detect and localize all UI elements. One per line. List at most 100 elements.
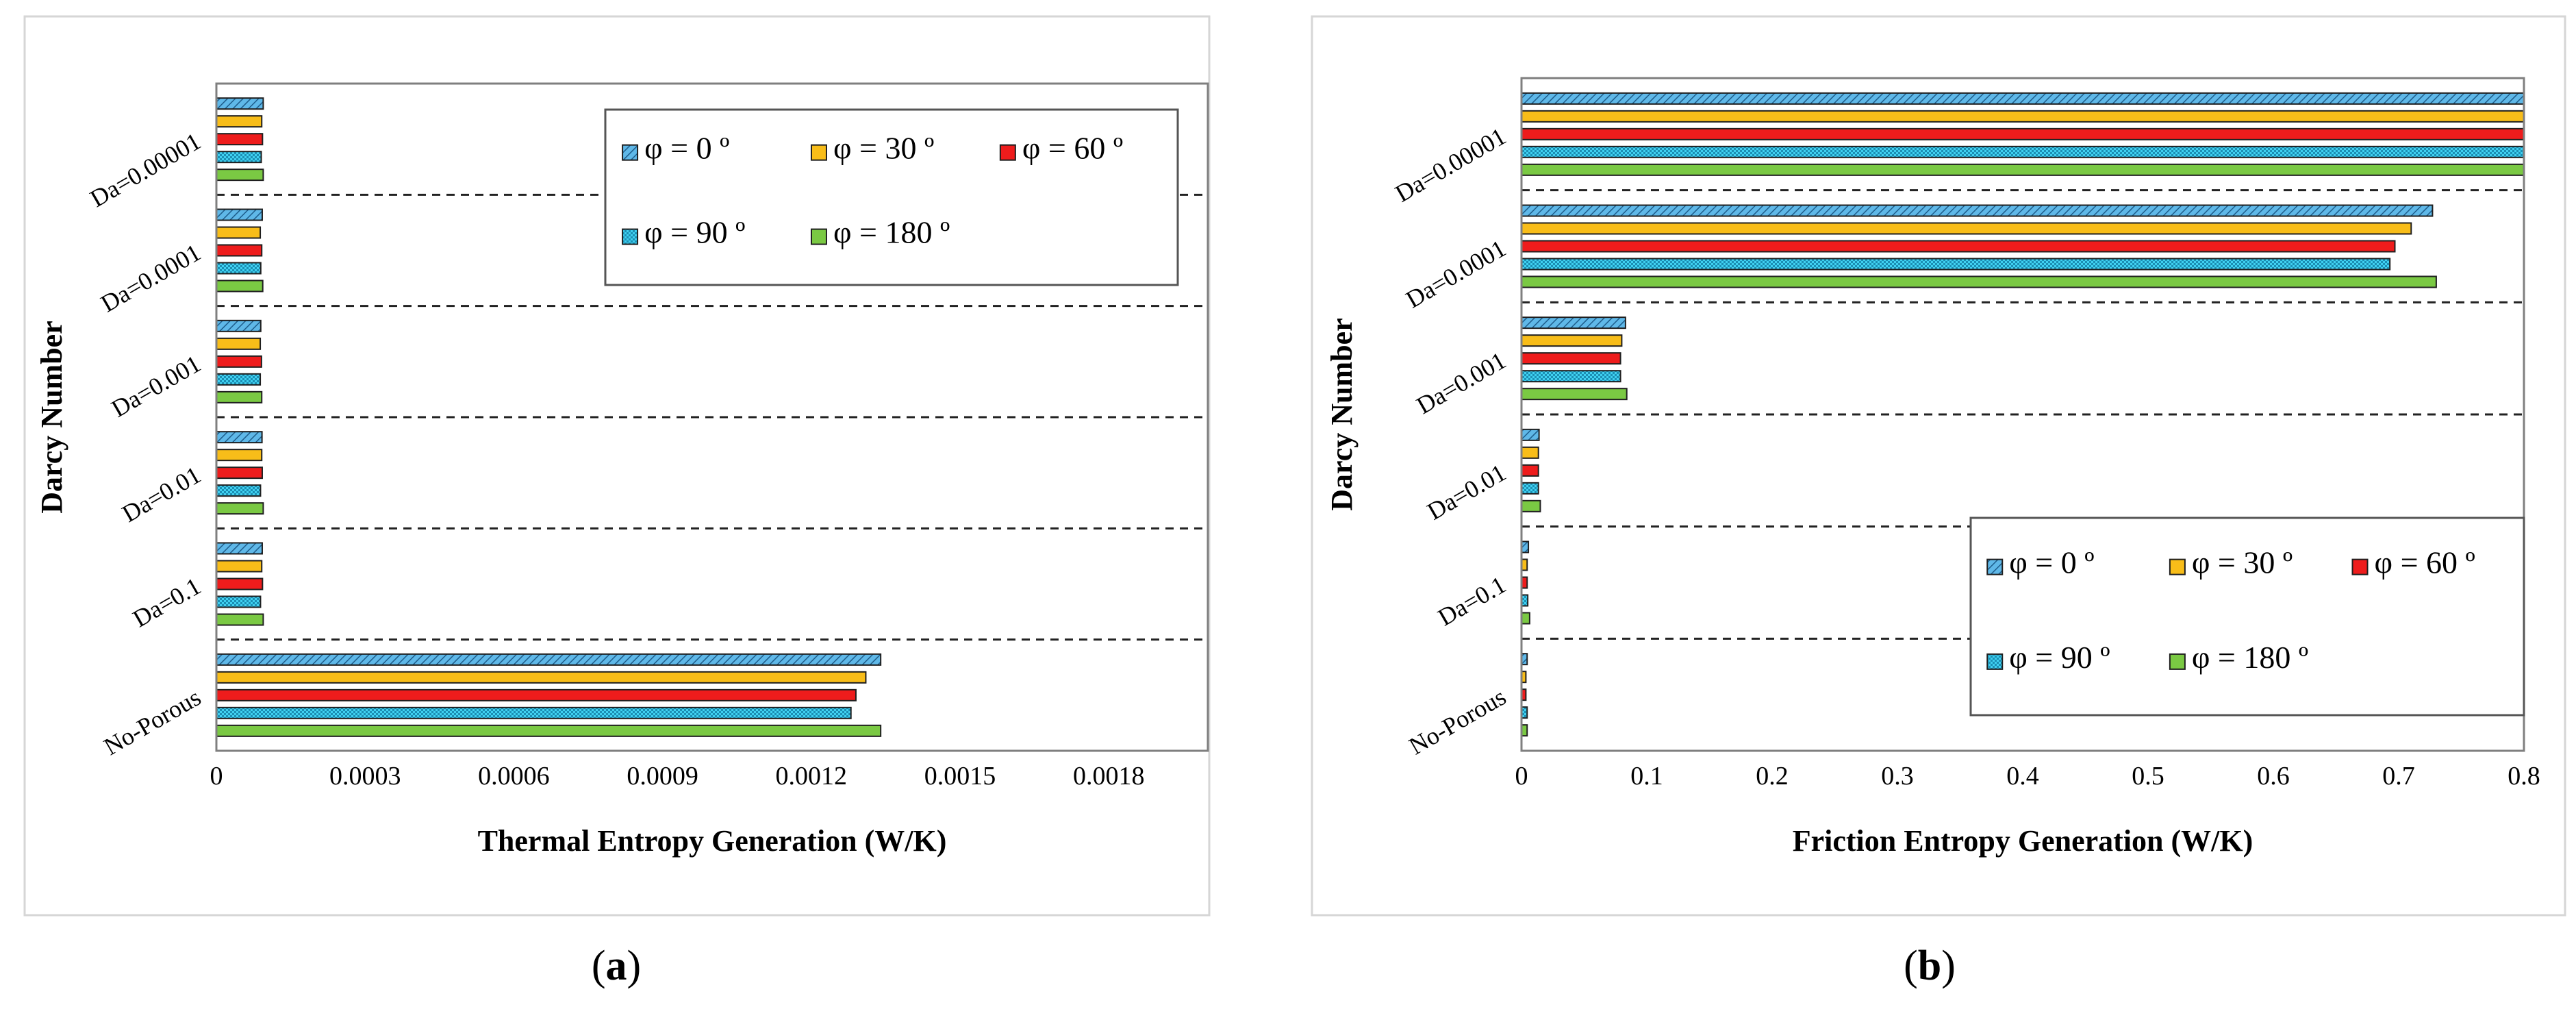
x-tick-label: 0.0009 [627, 762, 698, 791]
x-tick-label: 0.0015 [924, 762, 996, 791]
x-tick-label: 0.7 [2382, 762, 2415, 791]
bar-Da=0.01-series-3 [216, 484, 262, 497]
legend-swatch [1986, 653, 2004, 670]
x-tick-label: 0.5 [2132, 762, 2164, 791]
x-tick-label: 0.6 [2257, 762, 2290, 791]
panel-a: Da=0.00001Da=0.0001Da=0.001Da=0.01Da=0.1… [23, 15, 1211, 989]
x-tick-label: 0.0003 [329, 762, 401, 791]
bar-Da=0.00001-series-2 [216, 133, 264, 146]
legend-swatch [622, 228, 639, 245]
legend-box [1969, 517, 2525, 717]
bar-Da=0.01-series-0 [216, 431, 263, 444]
legend-label: φ = 60 º [2375, 545, 2475, 580]
x-tick-label: 0.4 [2006, 762, 2039, 791]
x-tick-label: 0.0018 [1073, 762, 1145, 791]
legend-swatch [999, 144, 1016, 161]
bar-Da=0.001-series-4 [216, 390, 263, 403]
x-tick-label: 0.2 [1756, 762, 1789, 791]
legend-label: φ = 180 º [833, 215, 950, 250]
panel-label: (a) [592, 943, 641, 989]
bar-Da=0.1-series-0 [216, 542, 263, 555]
bar-Da=0.001-series-1 [216, 337, 262, 350]
bar-Da=0.001-series-0 [216, 319, 262, 332]
legend: φ = 0 º φ = 30 º φ = 60 º φ = 90 º φ = 180 º [1969, 517, 2525, 717]
plot-area [1520, 77, 2525, 752]
bar-Da=0.00001-series-2 [1521, 127, 2525, 140]
legend: φ = 0 º φ = 30 º φ = 60 º φ = 90 º φ = 180 º [604, 108, 1179, 286]
legend-box [604, 108, 1179, 286]
legend-label: φ = 30 º [833, 131, 934, 166]
bar-Da=0.00001-series-0 [216, 97, 264, 110]
bar-Da=0.001-series-2 [216, 355, 262, 368]
bar-Da=0.001-series-2 [1521, 352, 1621, 365]
legend-label: φ = 180 º [2192, 640, 2308, 675]
plot-area [215, 82, 1209, 752]
bar-Da=0.01-series-1 [1521, 446, 1539, 459]
bar-Da=0.1-series-0 [1521, 540, 1530, 553]
legend-swatch [810, 228, 827, 245]
bar-No-Porous-series-3 [216, 706, 852, 719]
bar-Da=0.01-series-2 [216, 467, 263, 480]
bar-Da=0.00001-series-1 [216, 115, 263, 128]
legend-label: φ = 90 º [644, 215, 745, 250]
bar-Da=0.01-series-3 [1521, 482, 1539, 495]
bar-Da=0.0001-series-3 [216, 262, 262, 275]
bar-Da=0.1-series-4 [1521, 612, 1530, 625]
bar-Da=0.00001-series-3 [1521, 145, 2525, 158]
bar-Da=0.0001-series-2 [1521, 240, 2396, 253]
x-tick-label: 0.3 [1881, 762, 1914, 791]
x-tick-label: 0.8 [2508, 762, 2540, 791]
bar-No-Porous-series-1 [216, 671, 867, 684]
legend-label: φ = 90 º [2009, 640, 2110, 675]
bar-Da=0.0001-series-3 [1521, 258, 2391, 271]
bar-No-Porous-series-2 [216, 688, 857, 701]
bar-Da=0.00001-series-4 [216, 169, 264, 182]
legend-label: φ = 0 º [2009, 545, 2094, 580]
x-tick-label: 0.1 [1630, 762, 1663, 791]
x-tick-label: 0 [210, 762, 223, 791]
bar-Da=0.0001-series-4 [1521, 275, 2437, 288]
bar-Da=0.001-series-3 [1521, 370, 1621, 383]
legend-swatch [2169, 558, 2186, 575]
bar-Da=0.0001-series-0 [216, 208, 263, 221]
bar-Da=0.1-series-3 [216, 595, 262, 608]
bar-Da=0.00001-series-0 [1521, 92, 2525, 105]
bar-Da=0.0001-series-4 [216, 279, 264, 293]
legend-swatch [622, 144, 639, 161]
legend-label: φ = 60 º [1022, 131, 1123, 166]
bar-Da=0.0001-series-2 [216, 244, 263, 257]
bar-Da=0.1-series-4 [216, 613, 264, 626]
x-axis-title: Thermal Entropy Generation (W/K) [478, 824, 947, 858]
y-axis-title: Darcy Number [35, 321, 68, 513]
bar-Da=0.00001-series-4 [1521, 163, 2525, 176]
legend-swatch [810, 144, 827, 161]
x-tick-label: 0.0006 [478, 762, 550, 791]
legend-label: φ = 0 º [644, 131, 729, 166]
bar-Da=0.0001-series-1 [1521, 222, 2412, 235]
bar-Da=0.01-series-0 [1521, 428, 1540, 441]
legend-swatch [1986, 558, 2004, 575]
panel-label: (b) [1904, 943, 1956, 989]
y-axis-title: Darcy Number [1325, 318, 1359, 510]
bar-Da=0.01-series-4 [1521, 499, 1541, 512]
bar-Da=0.001-series-1 [1521, 334, 1623, 347]
bar-Da=0.01-series-2 [1521, 464, 1539, 477]
bar-Da=0.0001-series-0 [1521, 204, 2434, 217]
bar-Da=0.00001-series-3 [216, 151, 262, 164]
bar-Da=0.1-series-1 [216, 560, 263, 573]
bar-Da=0.0001-series-1 [216, 226, 262, 239]
bar-Da=0.001-series-4 [1521, 388, 1628, 401]
bar-Da=0.01-series-4 [216, 502, 264, 515]
legend-swatch [2351, 558, 2369, 575]
legend-label: φ = 30 º [2192, 545, 2293, 580]
bar-No-Porous-series-0 [216, 653, 882, 666]
bar-Da=0.001-series-0 [1521, 316, 1626, 329]
x-axis-title: Friction Entropy Generation (W/K) [1793, 824, 2253, 858]
bar-Da=0.01-series-1 [216, 449, 263, 462]
panel-b: Da=0.00001Da=0.0001Da=0.001Da=0.01Da=0.1… [1311, 15, 2566, 989]
x-tick-label: 0.0012 [776, 762, 848, 791]
bar-Da=0.001-series-3 [216, 373, 262, 386]
bar-No-Porous-series-4 [216, 724, 882, 737]
x-tick-label: 0 [1515, 762, 1528, 791]
